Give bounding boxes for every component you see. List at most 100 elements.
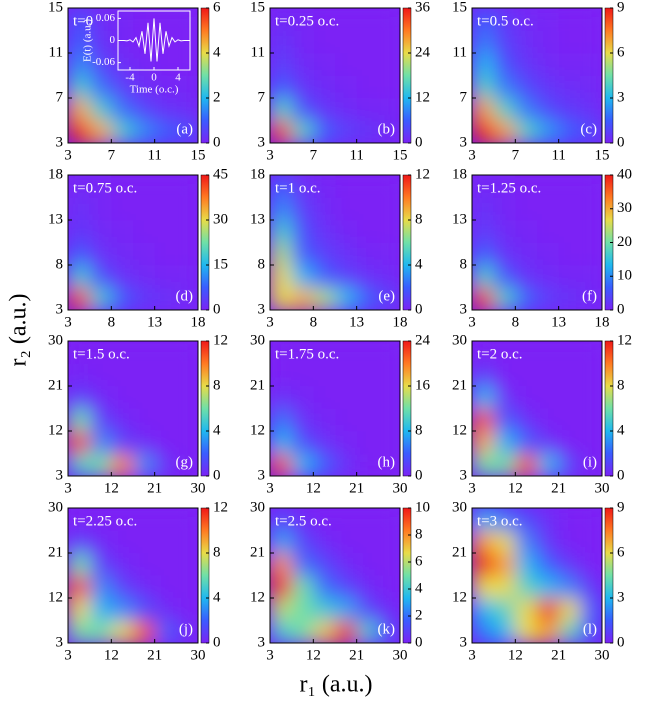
heatmap bbox=[472, 8, 602, 143]
heatmap-cells bbox=[472, 341, 602, 476]
heatmap-cell bbox=[291, 30, 314, 54]
y-tick-label: 30 bbox=[250, 499, 265, 515]
heatmap-cell bbox=[472, 508, 495, 531]
heatmap-cell bbox=[580, 620, 602, 643]
heatmap-cell bbox=[356, 197, 379, 221]
colorbar-tick-label: 40 bbox=[617, 166, 632, 182]
heatmap-cell bbox=[537, 287, 560, 310]
heatmap-cell bbox=[493, 553, 516, 576]
heatmap-cell bbox=[335, 453, 358, 476]
heatmap-cell bbox=[378, 553, 400, 576]
heatmap-cell bbox=[580, 575, 602, 599]
y-tick-label: 30 bbox=[48, 332, 63, 348]
heatmap-cell bbox=[472, 197, 495, 221]
heatmap-cell bbox=[291, 75, 314, 99]
heatmap-cell bbox=[270, 598, 293, 621]
colorbar-tick-label: 12 bbox=[213, 499, 228, 515]
heatmap-cell bbox=[270, 220, 293, 243]
heatmap-cell bbox=[515, 98, 538, 121]
colorbar-tick-label: 4 bbox=[415, 580, 423, 596]
heatmap-cell bbox=[558, 341, 581, 364]
heatmap-cell bbox=[472, 341, 495, 364]
heatmap-cell bbox=[89, 242, 112, 266]
heatmap-cell bbox=[291, 598, 314, 621]
heatmap-cell bbox=[89, 431, 112, 454]
heatmap-cell bbox=[291, 363, 314, 387]
heatmap-cell bbox=[515, 431, 538, 454]
heatmap-cell bbox=[515, 220, 538, 243]
colorbar-tick-label: 8 bbox=[415, 526, 423, 542]
colorbar-tick-label: 0 bbox=[213, 467, 221, 483]
heatmap-cell bbox=[176, 175, 198, 198]
plot-frame bbox=[269, 7, 401, 144]
heatmap-cell bbox=[335, 363, 358, 387]
y-tick-label: 18 bbox=[452, 166, 467, 182]
heatmap-cell bbox=[335, 220, 358, 243]
heatmap-cell bbox=[270, 8, 293, 31]
heatmap-cell bbox=[335, 175, 358, 198]
colorbar bbox=[200, 7, 210, 144]
heatmap bbox=[270, 341, 400, 476]
heatmap-cell bbox=[558, 431, 581, 454]
colorbar bbox=[402, 174, 412, 311]
heatmap-cell bbox=[111, 220, 134, 243]
heatmap-cell bbox=[111, 75, 134, 99]
panel-title: t=0.75 o.c. bbox=[73, 180, 137, 196]
heatmap-cell bbox=[89, 553, 112, 576]
colorbar-tick-label: 0 bbox=[213, 301, 221, 317]
heatmap-cell bbox=[515, 197, 538, 221]
heatmap-cell bbox=[89, 197, 112, 221]
heatmap-cell bbox=[537, 341, 560, 364]
plot-frame bbox=[67, 174, 199, 311]
heatmap-cell bbox=[176, 620, 198, 643]
panel-title: t=1.5 o.c. bbox=[73, 346, 130, 362]
heatmap-cell bbox=[176, 197, 198, 221]
heatmap-cell bbox=[133, 553, 156, 576]
heatmap-cell bbox=[133, 120, 156, 143]
heatmap-cell bbox=[89, 120, 112, 143]
inset-x-tick-label: 0 bbox=[151, 72, 157, 84]
heatmap-cell bbox=[472, 553, 495, 576]
heatmap-cell bbox=[537, 98, 560, 121]
y-tick-label: 3 bbox=[56, 301, 64, 317]
x-tick-label: 21 bbox=[147, 647, 162, 663]
x-tick-label: 11 bbox=[551, 147, 565, 163]
heatmap-cell bbox=[313, 75, 336, 99]
colorbar-tick-label: 45 bbox=[213, 166, 228, 182]
heatmap-cell bbox=[111, 287, 134, 310]
heatmap-cell bbox=[154, 75, 177, 99]
heatmap-cell bbox=[291, 453, 314, 476]
heatmap-cell bbox=[558, 175, 581, 198]
colorbar-tick-label: 0 bbox=[617, 301, 625, 317]
heatmap-cell bbox=[493, 53, 516, 76]
y-tick-label: 12 bbox=[48, 422, 63, 438]
heatmap-cell bbox=[68, 598, 91, 621]
heatmap-cell bbox=[472, 363, 495, 387]
heatmap-cell bbox=[313, 363, 336, 387]
heatmap-cell bbox=[472, 75, 495, 99]
x-tick-label: 3 bbox=[266, 480, 274, 496]
heatmap-cell bbox=[472, 408, 495, 432]
heatmap-cell bbox=[133, 98, 156, 121]
heatmap-cell bbox=[493, 175, 516, 198]
heatmap-cell bbox=[111, 8, 134, 31]
x-tick-label: 8 bbox=[512, 314, 520, 330]
heatmap-cells bbox=[270, 341, 400, 476]
heatmap-cell bbox=[68, 287, 91, 310]
x-tick-label: 12 bbox=[104, 480, 119, 496]
y-tick-label: 12 bbox=[452, 422, 467, 438]
y-tick-label: 18 bbox=[48, 166, 63, 182]
heatmap-cell bbox=[313, 453, 336, 476]
heatmap-cell bbox=[176, 408, 198, 432]
y-tick-label: 12 bbox=[48, 589, 63, 605]
heatmap-cell bbox=[133, 453, 156, 476]
heatmap-cell bbox=[133, 598, 156, 621]
heatmap-cell bbox=[335, 30, 358, 54]
heatmap-cell bbox=[313, 530, 336, 554]
heatmap-cell bbox=[313, 175, 336, 198]
heatmap-cell bbox=[537, 575, 560, 599]
panel-label: (h) bbox=[378, 454, 396, 470]
heatmap bbox=[472, 508, 602, 643]
heatmap-cell bbox=[378, 287, 400, 310]
